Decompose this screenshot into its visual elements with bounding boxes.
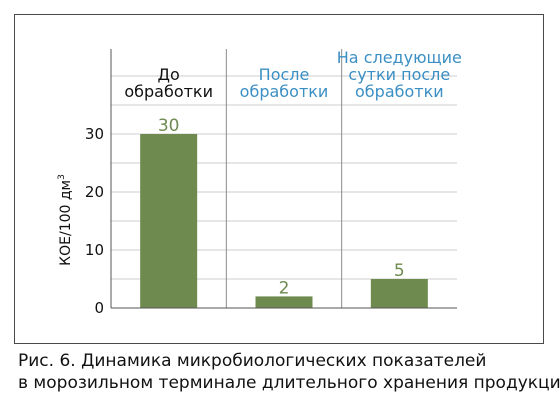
value-label-3: 5 bbox=[394, 261, 405, 281]
category-label-2: После bbox=[259, 65, 310, 84]
y-axis-title-text: КОЕ/100 дм bbox=[58, 180, 74, 266]
caption-line-2: в морозильном терминале длительного хран… bbox=[18, 373, 560, 393]
category-label-3: сутки после bbox=[348, 65, 450, 84]
category-label-3: На следующие bbox=[337, 48, 462, 67]
y-axis-title-superscript: 3 bbox=[57, 174, 67, 180]
bar-2 bbox=[255, 296, 313, 308]
chart-frame: 0 10 20 30 КОЕ/100 дм3 30 До обработки 2 После об… bbox=[14, 14, 544, 344]
category-label-1: До bbox=[158, 65, 180, 84]
y-tick-label: 0 bbox=[94, 299, 104, 317]
bar-1 bbox=[140, 134, 198, 308]
y-tick-label: 20 bbox=[85, 183, 104, 201]
bar-3 bbox=[370, 279, 428, 308]
y-axis-title: КОЕ/100 дм3 bbox=[57, 174, 74, 266]
y-tick-label: 10 bbox=[85, 241, 104, 259]
category-label-2: обработки bbox=[240, 82, 329, 101]
caption-line-1: Рис. 6. Динамика микробиологических пока… bbox=[18, 351, 487, 371]
category-label-3: обработки bbox=[355, 82, 444, 101]
y-tick-label: 30 bbox=[85, 125, 104, 143]
figure-caption: Рис. 6. Динамика микробиологических пока… bbox=[18, 350, 560, 394]
category-label-1: обработки bbox=[124, 82, 213, 101]
value-label-2: 2 bbox=[279, 278, 290, 298]
value-label-1: 30 bbox=[158, 116, 180, 136]
